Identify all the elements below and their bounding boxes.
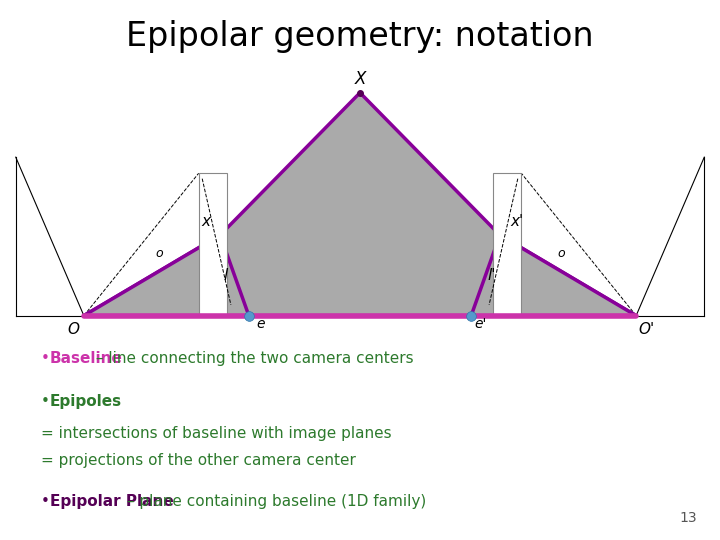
Text: •: •	[41, 394, 55, 409]
Text: l': l'	[487, 268, 496, 283]
Text: x': x'	[510, 214, 524, 229]
Text: •: •	[41, 351, 55, 366]
Text: = projections of the other camera center: = projections of the other camera center	[41, 453, 356, 468]
Text: O: O	[67, 322, 79, 336]
Text: X: X	[354, 70, 366, 88]
Text: Epipoles: Epipoles	[50, 394, 122, 409]
Text: e': e'	[474, 317, 487, 330]
Text: – line connecting the two camera centers: – line connecting the two camera centers	[91, 351, 414, 366]
Text: Baseline: Baseline	[50, 351, 122, 366]
Polygon shape	[492, 173, 521, 316]
Text: e: e	[256, 317, 264, 330]
Text: Epipolar Plane: Epipolar Plane	[50, 494, 174, 509]
Text: 13: 13	[680, 511, 697, 525]
Polygon shape	[471, 235, 636, 316]
Text: o: o	[156, 247, 163, 260]
Polygon shape	[84, 93, 636, 316]
Polygon shape	[84, 235, 249, 316]
Text: o: o	[557, 247, 564, 260]
Polygon shape	[199, 173, 228, 316]
Text: l: l	[224, 268, 228, 283]
Text: Epipolar geometry: notation: Epipolar geometry: notation	[126, 20, 594, 53]
Text: x: x	[202, 214, 211, 229]
Text: = intersections of baseline with image planes: = intersections of baseline with image p…	[41, 427, 392, 441]
Text: •: •	[41, 494, 55, 509]
Text: O': O'	[639, 322, 655, 336]
Text: – plane containing baseline (1D family): – plane containing baseline (1D family)	[122, 494, 426, 509]
